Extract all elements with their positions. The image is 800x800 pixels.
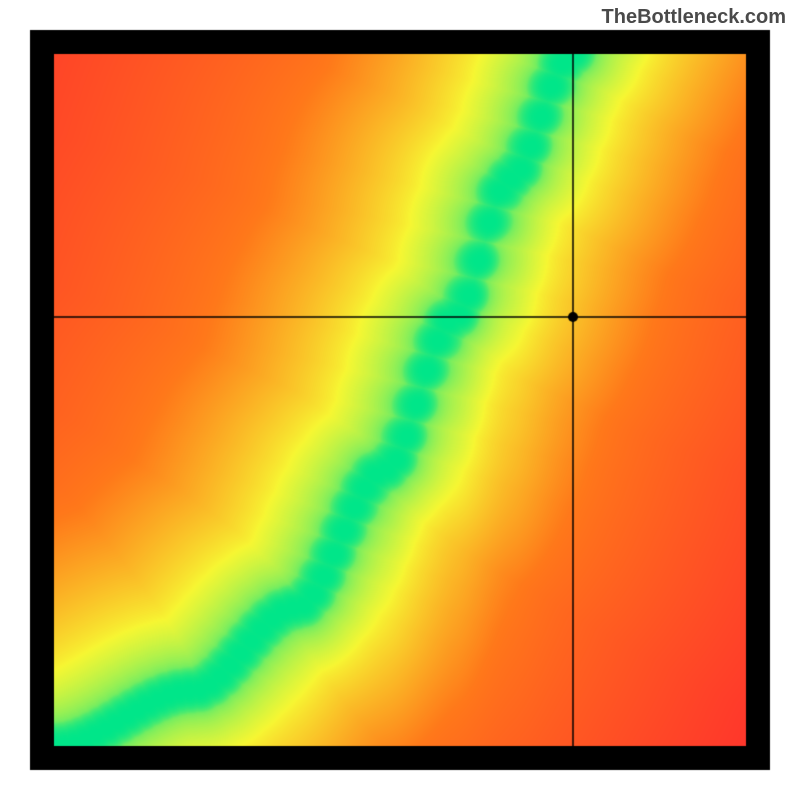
watermark-text: TheBottleneck.com bbox=[602, 6, 786, 29]
heatmap-canvas bbox=[0, 0, 800, 800]
chart-container: TheBottleneck.com bbox=[0, 0, 800, 800]
